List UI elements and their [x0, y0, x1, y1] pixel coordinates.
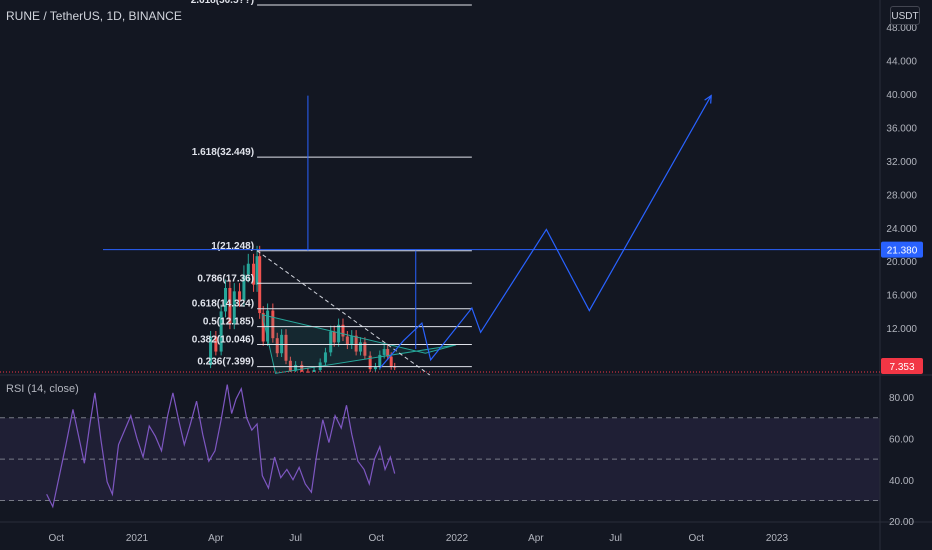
candle-body [354, 335, 358, 352]
fib-level-label: 0.236(7.399) [197, 357, 254, 368]
price-axis-label: 36.000 [886, 123, 917, 134]
time-axis-label: Apr [528, 533, 544, 544]
candle-body [242, 274, 246, 301]
price-axis-label: 20.000 [886, 257, 917, 268]
fib-level-label: 0.618(14.324) [192, 299, 254, 310]
candle-body [266, 310, 270, 342]
candle-body [271, 310, 275, 339]
price-axis-label: 40.000 [886, 90, 917, 101]
price-marker-box [881, 241, 923, 258]
fib-level-label: 1.618(32.449) [192, 147, 254, 158]
candle-body [224, 287, 228, 312]
candle-body [209, 336, 213, 365]
currency-button[interactable]: USDT [890, 6, 920, 25]
candle-body [258, 256, 262, 314]
rsi-indicator-title[interactable]: RSI (14, close) [6, 383, 79, 395]
candle-body [275, 338, 279, 354]
candle-body [341, 324, 345, 337]
price-axis-label: 32.000 [886, 157, 917, 168]
time-axis-label: Apr [208, 533, 224, 544]
candle-body [332, 331, 336, 343]
time-axis-label: Jul [289, 533, 302, 544]
time-axis-label: Jul [609, 533, 622, 544]
time-axis-label: 2022 [446, 533, 469, 544]
candle-body [214, 336, 218, 352]
candle-body [261, 313, 265, 342]
candle-body [389, 356, 393, 367]
price-marker-label: 7.353 [889, 362, 914, 373]
price-marker-label: 21.380 [887, 246, 918, 257]
candle-body [238, 291, 242, 301]
time-axis-label: 2021 [126, 533, 149, 544]
rsi-axis-label: 40.00 [889, 476, 914, 487]
price-axis-label: 16.000 [886, 291, 917, 302]
candle-body [300, 364, 304, 372]
fib-level-label: 1(21.248) [211, 241, 254, 252]
candle-body [386, 349, 390, 357]
price-axis-label: 12.000 [886, 324, 917, 335]
fib-level-label: 0.5(12.185) [203, 317, 254, 328]
candle-body [329, 331, 333, 353]
candle-body [228, 287, 232, 324]
candle-body [252, 263, 256, 285]
candle-body [306, 371, 310, 373]
candle-body [373, 366, 377, 370]
fib-level-label: 0.786(17.36) [197, 273, 254, 284]
candle-body [359, 342, 363, 352]
time-axis-label: Oct [49, 533, 65, 544]
rsi-axis-label: 20.00 [889, 517, 914, 528]
price-marker-box [881, 358, 923, 374]
fib-level-label: 2.618(50.5??) [191, 0, 254, 6]
projection-path [379, 95, 712, 369]
candle-body [246, 263, 250, 275]
symbol-title: RUNE / TetherUS, 1D, BINANCE [6, 9, 182, 23]
candle-body [312, 369, 316, 372]
price-axis-label: 28.000 [886, 190, 917, 201]
candle-body [294, 364, 298, 371]
candle-body [284, 334, 288, 361]
price-axis-label: 48.000 [886, 23, 917, 34]
price-axis-label: 24.000 [886, 224, 917, 235]
candle-body [345, 336, 349, 345]
time-axis-label: Oct [689, 533, 705, 544]
rsi-axis-label: 80.00 [889, 393, 914, 404]
rsi-axis-label: 60.00 [889, 434, 914, 445]
fib-level-label: 0.382(10.046) [192, 334, 254, 345]
candle-body [323, 352, 327, 363]
candle-body [363, 342, 367, 356]
dashed-trendline [256, 250, 431, 376]
candle-body [350, 335, 354, 345]
candle-body [232, 291, 236, 324]
candle-body [382, 349, 386, 355]
rsi-line [46, 384, 396, 509]
projection-arrowhead [704, 94, 712, 104]
price-axis-label: 44.000 [886, 56, 917, 67]
time-axis-label: 2023 [766, 533, 789, 544]
candle-body [337, 324, 341, 343]
candle-body [219, 311, 223, 352]
candle-body [288, 360, 292, 371]
candle-body [255, 256, 259, 285]
candle-body [368, 355, 372, 370]
candle-body [378, 354, 382, 367]
time-axis-label: Oct [369, 533, 385, 544]
